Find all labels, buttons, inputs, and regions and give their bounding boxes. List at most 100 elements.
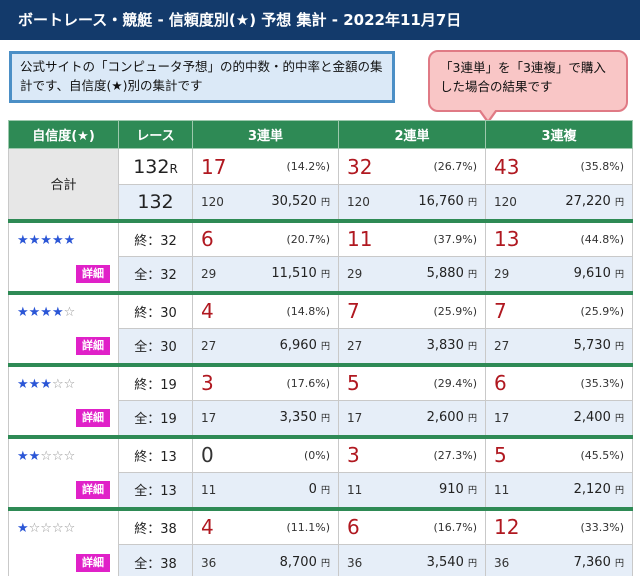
detail-button[interactable]: 詳細 [76,408,110,427]
trio-hit-cell: 6 (35.3%) [485,362,633,401]
trio-hit-cell: 12 (33.3%) [485,506,633,545]
payout-amount: 3,540 円 [426,555,477,570]
star-group-hit-row: ★☆☆☆☆ 詳細 終：38 4 (11.1%) 6 (16.7%) 12 (33.3%) [8,506,633,576]
hit-rate: (0%) [303,448,330,462]
trio-pay-cell: 36 7,360 円 [485,544,633,576]
exacta-hit-cell: 6 (16.7%) [338,506,486,545]
detail-button[interactable]: 詳細 [76,480,110,499]
star-group-pay-row: 全：38 36 8,700 円 36 3,540 円 36 7,360 円 [9,544,633,576]
final-race-label: 終：30 [118,290,193,329]
trifecta-hit-cell: 0 (0%) [192,434,339,473]
trifecta-pay-cell: 36 8,700 円 [192,544,339,576]
hit-rate: (37.9%) [433,232,477,246]
hit-count: 3 [347,443,360,468]
total-pay-race-count: 132 [118,184,193,221]
all-race-label: 全：19 [118,400,193,437]
hit-rate: (16.7%) [433,520,477,534]
total-trifecta-pay: 120 30,520 円 [192,184,339,221]
hit-count: 5 [494,443,507,468]
all-race-label: 全：30 [118,328,193,365]
payout-amount: 0 円 [308,482,330,498]
trifecta-pay-cell: 27 6,960 円 [192,328,339,365]
all-race-label: 全：38 [118,544,193,576]
payout-amount: 6,960 円 [279,338,330,354]
star-rating: ★★☆☆☆ [17,449,75,464]
header-confidence: 自信度(★) [8,120,119,149]
trio-pay-cell: 27 5,730 円 [485,328,633,365]
star-filled-icon: ★★★★ [17,304,64,320]
bet-count: 27 [347,338,363,353]
detail-button[interactable]: 詳細 [76,554,110,572]
table-header-row: 自信度(★) レース 3連単 2連単 3連複 [8,120,633,149]
bet-count: 36 [494,555,510,570]
star-rating: ★★★☆☆ [17,377,75,392]
trifecta-pay-cell: 29 11,510 円 [192,256,339,293]
trio-pay-cell: 29 9,610 円 [485,256,633,293]
star-empty-icon: ☆ [63,304,76,320]
hit-count: 6 [347,515,360,540]
header-trifecta: 3連単 [192,120,339,149]
payout-amount: 7,360 円 [573,555,624,570]
star-group-pay-row: 全：13 11 0 円 11 910 円 11 2,120 円 [9,472,633,509]
header-trio: 3連複 [485,120,633,149]
hit-count: 11 [347,227,373,252]
hit-count: 7 [347,299,360,324]
star-rating-cell: ★★★★☆ 詳細 [8,290,119,365]
star-rating: ★☆☆☆☆ [17,521,75,536]
final-race-label: 終：13 [118,434,193,473]
payout-amount: 2,120 円 [573,482,624,498]
trio-hit-cell: 13 (44.8%) [485,218,633,257]
detail-button[interactable]: 詳細 [76,336,110,355]
hit-rate: (29.4%) [433,376,477,390]
star-filled-icon: ★ [17,520,29,536]
hit-count: 6 [201,227,214,252]
hit-count: 0 [201,443,214,468]
exacta-pay-cell: 17 2,600 円 [338,400,486,437]
exacta-hit-cell: 7 (25.9%) [338,290,486,329]
total-race-count: 132R [118,148,193,185]
star-empty-icon: ☆☆ [51,376,76,392]
payout-amount: 2,400 円 [573,410,624,426]
payout-amount: 9,610 円 [573,266,624,282]
total-pay-row: 132 120 30,520 円 120 16,760 円 120 27,220 円 [9,184,633,221]
star-filled-icon: ★★ [17,448,41,464]
bet-count: 17 [494,410,510,425]
exacta-hit-cell: 3 (27.3%) [338,434,486,473]
hit-count: 12 [494,515,520,540]
hit-rate: (20.7%) [286,232,330,246]
detail-button[interactable]: 詳細 [76,264,110,283]
star-group-hit-row: ★★☆☆☆ 詳細 終：13 0 (0%) 3 (27.3%) 5 (45.5%) [8,434,633,509]
page-title: ボートレース・競艇 - 信頼度別(★) 予想 集計 - 2022年11月7日 [0,0,640,40]
header-race: レース [118,120,193,149]
star-group-pay-row: 全：19 17 3,350 円 17 2,600 円 17 2,400 円 [9,400,633,437]
hit-count: 7 [494,299,507,324]
payout-amount: 3,350 円 [279,410,330,426]
star-empty-icon: ☆☆☆☆ [28,520,76,536]
bet-count: 11 [201,482,217,497]
hit-rate: (17.6%) [286,376,330,390]
final-race-label: 終：38 [118,506,193,545]
hit-rate: (25.9%) [433,304,477,318]
final-race-label: 終：32 [118,218,193,257]
star-empty-icon: ☆☆☆ [40,448,76,464]
trifecta-pay-cell: 11 0 円 [192,472,339,509]
bet-count: 36 [347,555,363,570]
star-group-pay-row: 全：32 29 11,510 円 29 5,880 円 29 9,610 円 [9,256,633,293]
exacta-hit-cell: 5 (29.4%) [338,362,486,401]
trio-hit-cell: 5 (45.5%) [485,434,633,473]
bet-count: 27 [201,338,217,353]
trifecta-hit-cell: 3 (17.6%) [192,362,339,401]
trifecta-pay-cell: 17 3,350 円 [192,400,339,437]
trio-pay-cell: 11 2,120 円 [485,472,633,509]
bet-count: 29 [494,266,510,281]
hit-rate: (35.3%) [580,376,624,390]
total-exacta-hit: 32 (26.7%) [338,148,486,185]
payout-amount: 910 円 [439,482,477,498]
total-trio-pay: 120 27,220 円 [485,184,633,221]
payout-amount: 5,880 円 [426,266,477,282]
star-rating-cell: ★☆☆☆☆ 詳細 [8,506,119,576]
hit-rate: (25.9%) [580,304,624,318]
exacta-pay-cell: 29 5,880 円 [338,256,486,293]
hit-rate: (45.5%) [580,448,624,462]
payout-amount: 2,600 円 [426,410,477,426]
